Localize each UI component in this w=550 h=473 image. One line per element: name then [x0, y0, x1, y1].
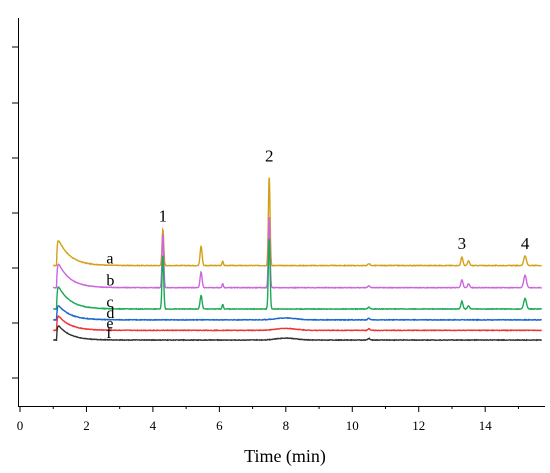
peak-label-4: 4: [521, 234, 530, 253]
trace-label-c: c: [106, 294, 113, 311]
peak-label-1: 1: [159, 207, 168, 226]
trace-label-b: b: [106, 273, 114, 290]
peak-label-3: 3: [458, 234, 467, 253]
axes: [18, 18, 545, 407]
x-tick-label: 6: [216, 418, 223, 433]
x-tick-label: 2: [83, 418, 90, 433]
x-tick-label: 4: [150, 418, 157, 433]
peak-label-2: 2: [265, 147, 274, 166]
series-f-line: [52, 325, 542, 342]
x-ticks: 0 2 4 6 8 10 12 14: [17, 406, 519, 433]
x-tick-label: 0: [17, 418, 24, 433]
x-tick-label: 12: [412, 418, 425, 433]
x-axis-title: Time (min): [244, 446, 326, 467]
x-tick-label: 10: [346, 418, 359, 433]
series-e-line: [52, 315, 543, 332]
peak-labels: 1 2 3 4: [159, 147, 530, 253]
trace-label-f: f: [106, 325, 112, 342]
trace-label-e: e: [106, 315, 113, 332]
series-a-line: [53, 177, 542, 267]
x-tick-label: 8: [283, 418, 290, 433]
trace-label-a: a: [106, 251, 113, 268]
y-ticks: [12, 46, 18, 379]
series-d-line: [53, 305, 542, 322]
series-c-line: [52, 238, 543, 311]
x-tick-label: 14: [479, 418, 493, 433]
trace-label-d: d: [106, 305, 114, 322]
series-b-line: [52, 217, 543, 290]
series-group: [52, 177, 543, 342]
